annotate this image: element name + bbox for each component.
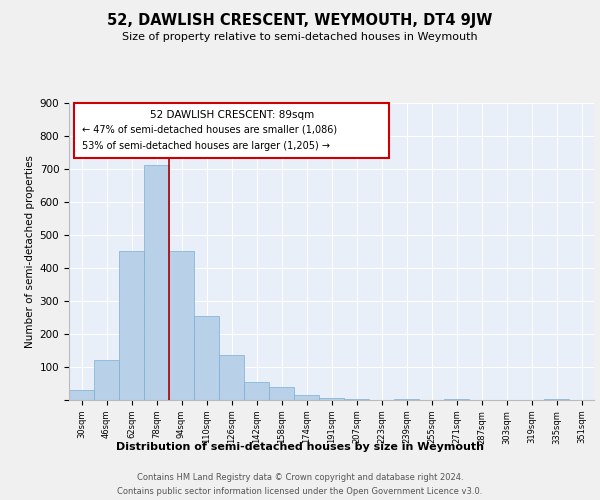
- Text: 53% of semi-detached houses are larger (1,205) →: 53% of semi-detached houses are larger (…: [82, 141, 330, 151]
- Text: 52, DAWLISH CRESCENT, WEYMOUTH, DT4 9JW: 52, DAWLISH CRESCENT, WEYMOUTH, DT4 9JW: [107, 12, 493, 28]
- Text: Size of property relative to semi-detached houses in Weymouth: Size of property relative to semi-detach…: [122, 32, 478, 42]
- Y-axis label: Number of semi-detached properties: Number of semi-detached properties: [25, 155, 35, 348]
- Text: 52 DAWLISH CRESCENT: 89sqm: 52 DAWLISH CRESCENT: 89sqm: [149, 110, 314, 120]
- Bar: [244, 382, 269, 400]
- Text: Contains HM Land Registry data © Crown copyright and database right 2024.: Contains HM Land Registry data © Crown c…: [137, 472, 463, 482]
- Bar: [69, 390, 94, 400]
- Bar: [294, 395, 319, 400]
- Bar: [144, 166, 169, 400]
- Text: Distribution of semi-detached houses by size in Weymouth: Distribution of semi-detached houses by …: [116, 442, 484, 452]
- Text: Contains public sector information licensed under the Open Government Licence v3: Contains public sector information licen…: [118, 488, 482, 496]
- Bar: [269, 387, 294, 400]
- Bar: [219, 356, 244, 400]
- Bar: [119, 252, 144, 400]
- Bar: [169, 252, 194, 400]
- Bar: [94, 360, 119, 400]
- Text: ← 47% of semi-detached houses are smaller (1,086): ← 47% of semi-detached houses are smalle…: [82, 125, 337, 135]
- Bar: [194, 316, 219, 400]
- FancyBboxPatch shape: [74, 102, 389, 158]
- Bar: [319, 398, 344, 400]
